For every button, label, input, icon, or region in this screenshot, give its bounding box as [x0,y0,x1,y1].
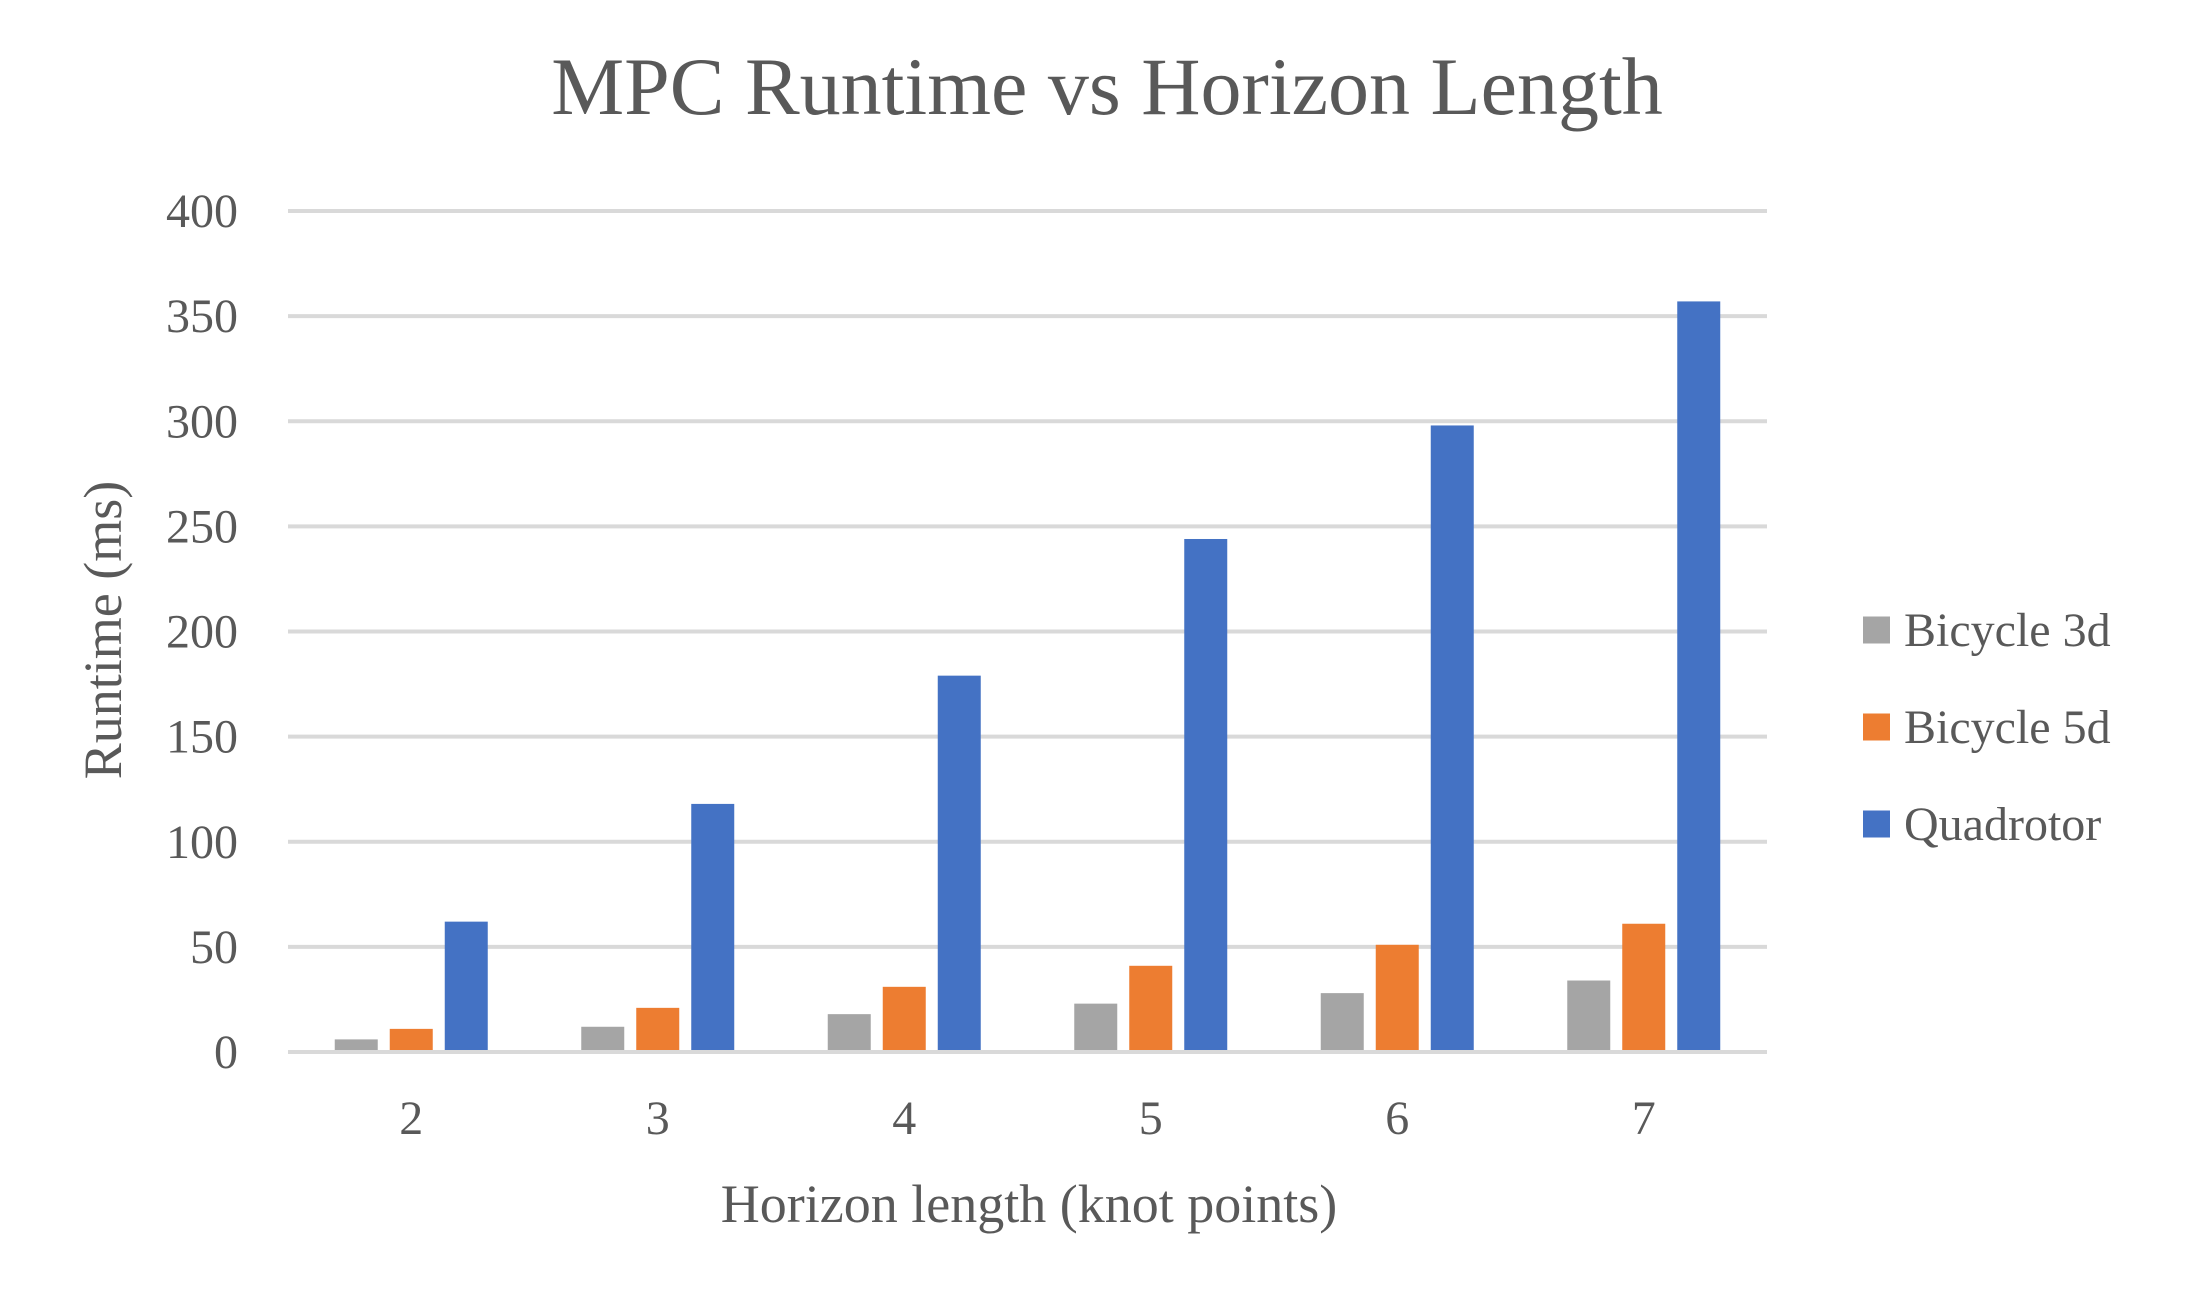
y-tick-label: 0 [214,1026,238,1079]
legend: Bicycle 3d Bicycle 5d Quadrotor [1863,604,2111,851]
bar-bicycle-3d-3 [581,1026,625,1052]
bar-bicycle-5d-2 [389,1028,433,1052]
y-tick-label: 50 [190,921,238,974]
bar-quadrotor-2 [444,921,488,1052]
x-tick-label: 6 [1385,1092,1409,1145]
y-tick-label: 100 [166,816,238,869]
y-axis-label: Runtime (ms) [73,481,133,779]
x-tick-label: 3 [646,1092,670,1145]
bar-bicycle-3d-6 [1320,993,1364,1052]
bar-bicycle-5d-7 [1622,923,1666,1052]
bar-quadrotor-7 [1677,301,1721,1053]
bars [288,301,1767,1054]
legend-swatch [1863,616,1890,644]
y-tick-label: 250 [166,500,238,553]
x-tick-label: 2 [399,1092,423,1145]
bar-bicycle-5d-3 [636,1007,680,1052]
bar-bicycle-3d-4 [827,1014,871,1052]
legend-swatch [1863,713,1890,741]
y-tick-label: 400 [166,185,238,238]
legend-label: Bicycle 3d [1904,604,2111,657]
y-axis-ticks: 0 50 100 150 200 250 300 350 400 [166,185,238,1079]
legend-swatch [1863,810,1890,838]
x-axis-ticks: 2 3 4 5 6 7 [399,1092,1656,1145]
y-tick-label: 300 [166,395,238,448]
x-tick-label: 7 [1632,1092,1656,1145]
bar-bicycle-3d-5 [1074,1003,1118,1052]
y-tick-label: 200 [166,606,238,659]
x-axis-label: Horizon length (knot points) [721,1174,1337,1234]
x-tick-label: 4 [892,1092,916,1145]
bar-quadrotor-5 [1184,538,1228,1052]
bar-quadrotor-3 [691,803,735,1052]
y-tick-label: 150 [166,711,238,764]
bar-quadrotor-4 [937,675,981,1052]
legend-label: Quadrotor [1904,798,2101,851]
legend-label: Bicycle 5d [1904,701,2111,754]
bar-quadrotor-6 [1430,425,1474,1053]
bar-bicycle-5d-6 [1375,944,1419,1052]
chart-title: MPC Runtime vs Horizon Length [551,41,1663,132]
x-tick-label: 5 [1139,1092,1163,1145]
bar-bicycle-3d-2 [334,1039,378,1052]
bar-bicycle-3d-7 [1567,980,1611,1052]
bar-bicycle-5d-5 [1129,965,1173,1052]
gridlines [288,209,1767,1054]
bar-bicycle-5d-4 [882,986,926,1052]
y-tick-label: 350 [166,290,238,343]
